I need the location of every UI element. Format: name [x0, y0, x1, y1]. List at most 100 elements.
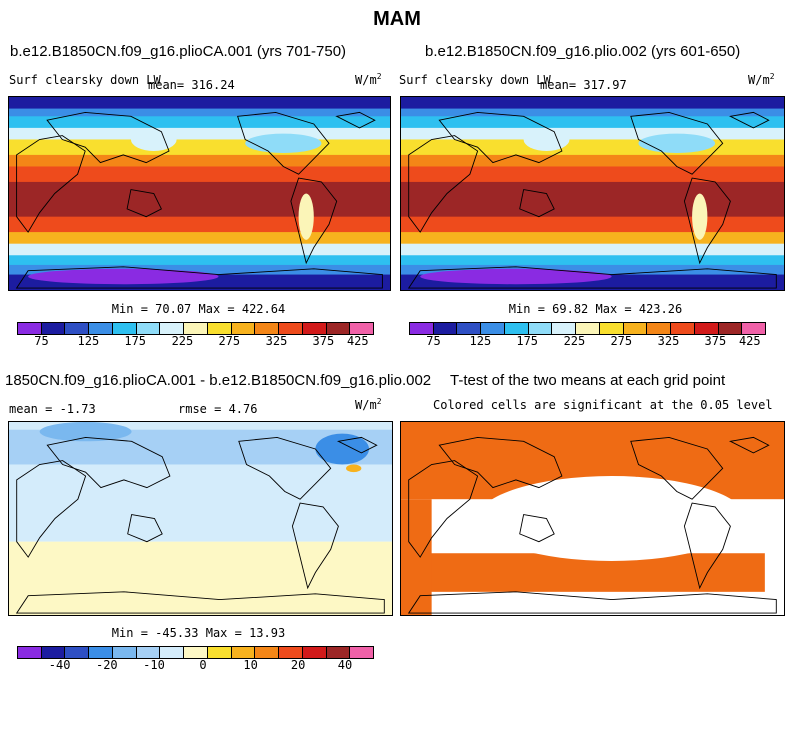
map-field-antarctic [28, 268, 219, 285]
panel2-colorbar [409, 322, 766, 335]
coastline [336, 436, 378, 454]
colorbar-swatch [742, 323, 766, 334]
panel3-units: W/m2 [355, 397, 382, 412]
map-band [9, 97, 390, 110]
map-field-diff-min [315, 433, 370, 465]
colorbar-swatch [184, 323, 208, 334]
panel4-subtitle: Colored cells are significant at the 0.0… [433, 398, 773, 412]
coastline [630, 436, 724, 500]
panel2-variable: Surf clearsky down LW [399, 73, 551, 87]
panel1-variable: Surf clearsky down LW [9, 73, 161, 87]
panel1-tick: 175 [124, 334, 147, 348]
map-band [401, 232, 784, 245]
map-field-arctic [245, 133, 322, 153]
colorbar-swatch [136, 647, 161, 658]
colorbar-swatch [207, 323, 232, 334]
panel1-tick: 325 [265, 334, 288, 348]
colorbar-swatch [350, 647, 374, 658]
panel1-tick: 375 [312, 334, 335, 348]
coastline [438, 111, 563, 164]
coastline [15, 266, 383, 289]
map-band [9, 264, 390, 276]
colorbar-swatch [528, 323, 553, 334]
coastline [407, 266, 777, 289]
colorbar-swatch [89, 647, 113, 658]
map-band [401, 166, 784, 183]
colorbar-swatch [302, 323, 327, 334]
coastline [630, 111, 724, 175]
page-title: MAM [373, 8, 421, 30]
colorbar-swatch [576, 323, 600, 334]
coastline [683, 502, 731, 590]
map-band [401, 216, 784, 233]
coastline [16, 460, 87, 558]
coastline [127, 514, 163, 543]
colorbar-swatch [279, 647, 303, 658]
coastline [519, 514, 555, 543]
non-significant-region [477, 476, 746, 561]
map-field [39, 422, 132, 442]
colorbar-swatch [279, 323, 303, 334]
panel3-map-svg [9, 422, 392, 615]
colorbar-swatch [481, 323, 505, 334]
coastline [46, 436, 171, 489]
coastline [238, 436, 332, 500]
panel2-colorbar-ticks: 75 125 175 225 275 325 375 425 [409, 334, 764, 350]
colorbar-swatch [89, 323, 113, 334]
coastline [408, 460, 479, 558]
panel3-colorbar [17, 646, 374, 659]
map-band [9, 255, 390, 266]
map-field-arctic [638, 133, 716, 153]
colorbar-swatch [136, 323, 161, 334]
map-field-diff-max [346, 464, 362, 473]
panel1-mean: mean= 316.24 [148, 78, 235, 92]
colorbar-swatch [504, 323, 529, 334]
colorbar-swatch [112, 647, 137, 658]
panel2-tick: 225 [563, 334, 586, 348]
panel4-map [400, 421, 785, 616]
panel4-map-svg [401, 422, 784, 615]
map-band [401, 108, 784, 117]
coastline [15, 591, 385, 614]
panel3-tick: 0 [199, 658, 207, 672]
map-band [401, 139, 784, 156]
panel2-title: b.e12.B1850CN.f09_g16.plio.002 (yrs 601-… [425, 43, 741, 60]
colorbar-swatch [231, 323, 256, 334]
colorbar-swatch [41, 323, 66, 334]
colorbar-swatch [326, 647, 351, 658]
map-band [9, 154, 390, 167]
panel1-tick: 225 [171, 334, 194, 348]
colorbar-swatch [671, 323, 695, 334]
panel1-map [8, 96, 391, 291]
colorbar-swatch [65, 323, 90, 334]
panel3-tick: 10 [243, 658, 258, 672]
panel3-minmax: Min = -45.33 Max = 13.93 [111, 626, 286, 640]
coastline [236, 111, 330, 175]
panel2-tick: 175 [516, 334, 539, 348]
colorbar-swatch [112, 323, 137, 334]
panel3-tick: -10 [143, 658, 165, 672]
panel2-minmax: Min = 69.82 Max = 423.26 [508, 302, 683, 316]
panel3-map [8, 421, 393, 616]
colorbar-swatch [18, 323, 42, 334]
panel1-title: b.e12.B1850CN.f09_g16.plioCA.001 (yrs 70… [10, 43, 347, 60]
panel1-tick: 75 [34, 334, 49, 348]
panel1-colorbar-ticks: 75 125 175 225 275 325 375 425 [17, 334, 372, 350]
colorbar-swatch [160, 323, 185, 334]
colorbar-swatch [18, 647, 42, 658]
map-band [9, 216, 390, 233]
colorbar-swatch [599, 323, 624, 334]
colorbar-swatch [433, 323, 458, 334]
panel3-colorbar-ticks: -40 -20 -10 0 10 20 40 [17, 658, 372, 674]
map-band [401, 116, 784, 129]
coastline [683, 177, 731, 265]
panel2-mean: mean= 317.97 [540, 78, 627, 92]
coastline [16, 135, 86, 233]
map-band [9, 166, 390, 183]
map-field-tibet [130, 127, 177, 152]
panel3-tick: 40 [337, 658, 353, 672]
panel1-map-svg [9, 97, 390, 290]
coastline [728, 111, 770, 129]
coastline [407, 591, 777, 614]
panel2-tick: 125 [469, 334, 492, 348]
